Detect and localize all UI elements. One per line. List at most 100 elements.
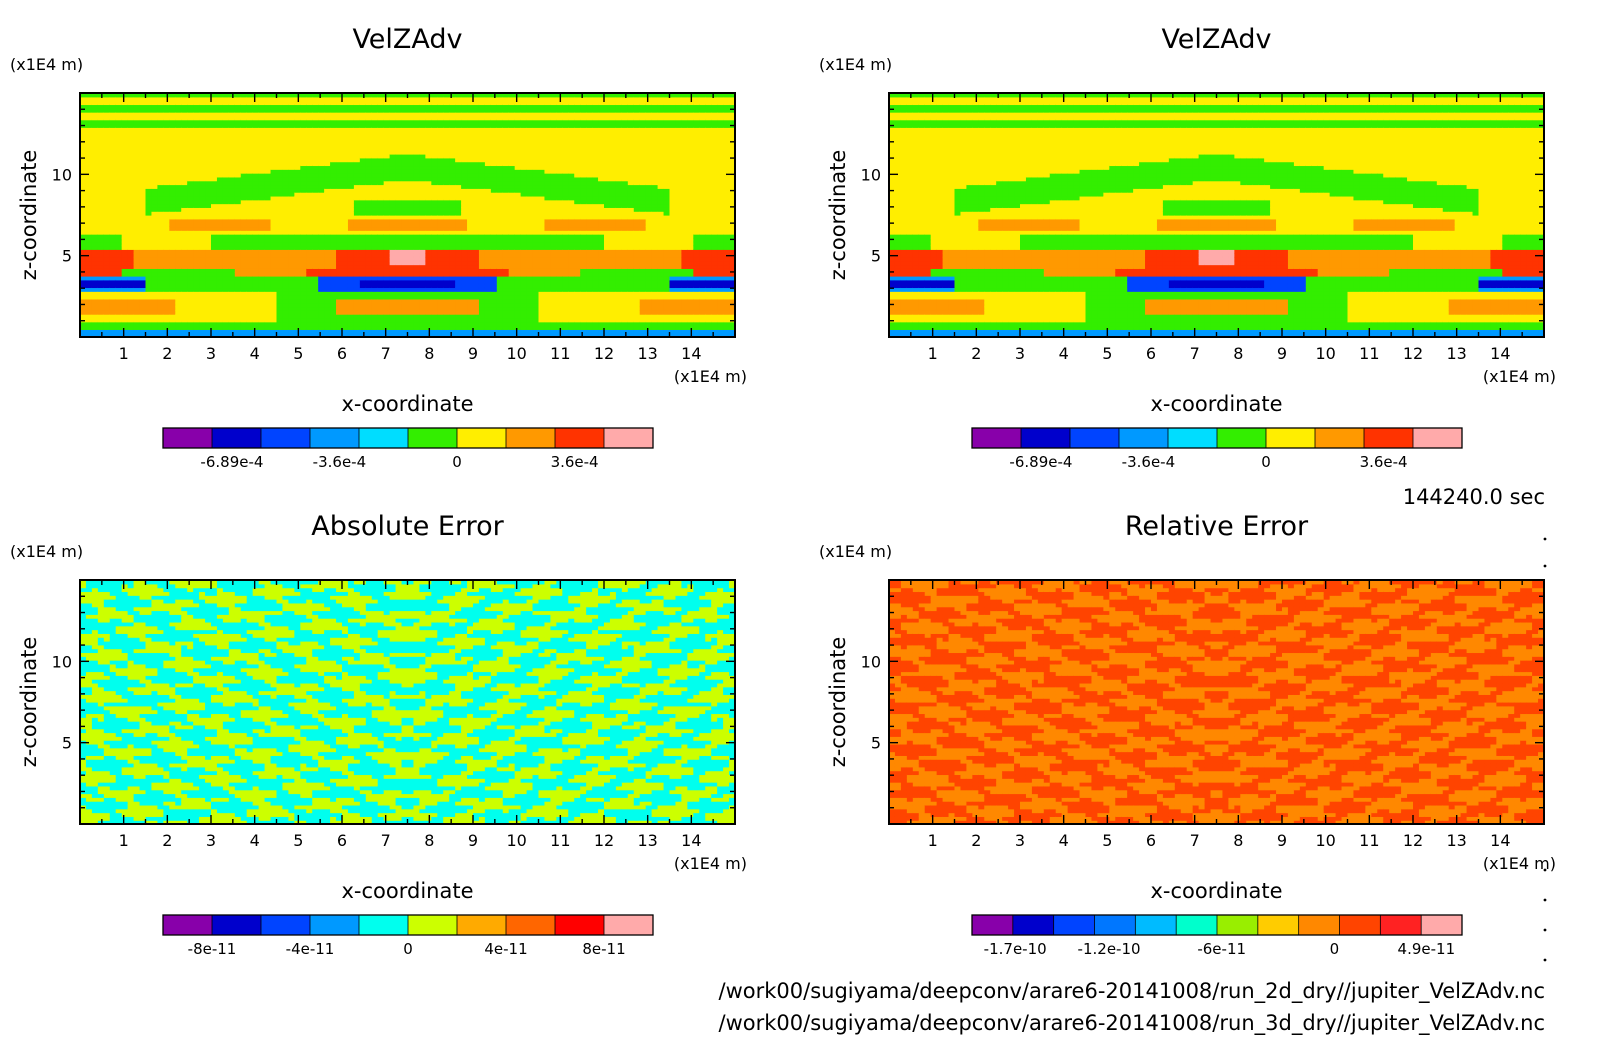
contour-cell bbox=[133, 207, 141, 212]
contour-cell bbox=[282, 211, 290, 216]
contour-cell bbox=[306, 112, 313, 117]
contour-cell bbox=[484, 234, 492, 239]
contour-cell bbox=[330, 215, 337, 220]
contour-cell bbox=[383, 134, 391, 140]
contour-cell bbox=[80, 146, 87, 151]
contour-cell bbox=[478, 314, 486, 319]
contour-cell bbox=[97, 138, 105, 144]
contour-cell bbox=[234, 317, 242, 323]
contour-cell bbox=[312, 237, 319, 243]
contour-cell bbox=[115, 180, 123, 186]
contour-cell bbox=[157, 165, 164, 170]
contour-cell bbox=[347, 287, 355, 292]
contour-cell bbox=[538, 253, 546, 258]
contour-cell bbox=[484, 241, 492, 247]
contour-cell bbox=[532, 256, 540, 262]
contour-cell bbox=[443, 237, 450, 243]
contour-cell bbox=[163, 142, 170, 147]
contour-cell bbox=[294, 317, 301, 323]
contour-cell bbox=[294, 146, 301, 151]
contour-cell bbox=[419, 199, 426, 205]
contour-cell bbox=[181, 100, 188, 106]
contour-cell bbox=[193, 165, 200, 170]
contour-cell bbox=[508, 283, 516, 289]
contour-cell bbox=[514, 253, 522, 258]
contour-cell bbox=[443, 157, 450, 163]
contour-cell bbox=[199, 195, 206, 201]
contour-cell bbox=[324, 287, 331, 292]
contour-cell bbox=[502, 260, 510, 266]
contour-cell bbox=[222, 142, 230, 147]
contour-cell bbox=[342, 264, 349, 269]
contour-cell bbox=[103, 150, 111, 155]
contour-cell bbox=[294, 188, 301, 193]
contour-cell bbox=[508, 108, 516, 113]
contour-cell bbox=[330, 134, 337, 140]
contour-cell bbox=[80, 283, 87, 289]
contour-cell bbox=[312, 253, 319, 258]
contour-cell bbox=[264, 287, 272, 292]
contour-cell bbox=[347, 302, 355, 308]
contour-cell bbox=[449, 119, 456, 125]
contour-cell bbox=[413, 291, 421, 296]
contour-cell bbox=[371, 134, 379, 140]
contour-cell bbox=[377, 256, 385, 262]
contour-cell bbox=[306, 188, 313, 193]
contour-cell bbox=[395, 138, 403, 144]
contour-cell bbox=[139, 138, 147, 144]
contour-cell bbox=[80, 321, 87, 327]
contour-cell bbox=[276, 234, 284, 239]
contour-cell bbox=[443, 104, 450, 109]
contour-cell bbox=[258, 241, 266, 247]
contour-cell bbox=[371, 123, 379, 128]
contour-cell bbox=[353, 211, 361, 216]
contour-cell bbox=[258, 256, 266, 262]
contour-cell bbox=[133, 150, 141, 155]
contour-cell bbox=[490, 173, 498, 178]
contour-cell bbox=[115, 115, 123, 121]
contour-cell bbox=[359, 302, 367, 308]
contour-cell bbox=[377, 127, 385, 132]
contour-cell bbox=[193, 314, 200, 319]
contour-cell bbox=[484, 283, 492, 289]
contour-cell bbox=[139, 215, 147, 220]
contour-cell bbox=[109, 295, 117, 300]
contour-cell bbox=[276, 192, 284, 197]
contour-cell bbox=[389, 325, 397, 330]
contour-cell bbox=[461, 207, 468, 212]
contour-cell bbox=[151, 180, 159, 186]
contour-cell bbox=[151, 104, 159, 109]
contour-cell bbox=[169, 146, 176, 151]
contour-cell bbox=[401, 329, 409, 334]
contour-cell bbox=[318, 203, 325, 208]
contour-cell bbox=[211, 310, 218, 315]
contour-cell bbox=[526, 325, 534, 330]
contour-cell bbox=[80, 173, 87, 178]
contour-cell bbox=[121, 123, 129, 128]
contour-cell bbox=[347, 173, 355, 178]
contour-cell bbox=[288, 222, 295, 228]
contour-cell bbox=[413, 203, 421, 208]
contour-cell bbox=[175, 302, 182, 308]
contour-cell bbox=[371, 199, 379, 205]
contour-cell bbox=[449, 123, 456, 128]
contour-cell bbox=[169, 142, 176, 147]
contour-cell bbox=[139, 131, 147, 136]
contour-cell bbox=[163, 173, 170, 178]
contour-cell bbox=[211, 264, 218, 269]
contour-cell bbox=[395, 150, 403, 155]
contour-cell bbox=[383, 96, 391, 102]
contour-cell bbox=[121, 131, 129, 136]
contour-cell bbox=[455, 211, 462, 216]
contour-cell bbox=[300, 241, 307, 247]
contour-cell bbox=[193, 272, 200, 277]
contour-cell bbox=[300, 245, 307, 250]
contour-cell bbox=[270, 264, 278, 269]
contour-cell bbox=[425, 230, 432, 235]
contour-cell bbox=[532, 317, 540, 323]
contour-cell bbox=[318, 127, 325, 132]
contour-cell bbox=[520, 279, 528, 285]
contour-cell bbox=[383, 317, 391, 323]
contour-cell bbox=[371, 317, 379, 323]
contour-cell bbox=[467, 302, 474, 308]
